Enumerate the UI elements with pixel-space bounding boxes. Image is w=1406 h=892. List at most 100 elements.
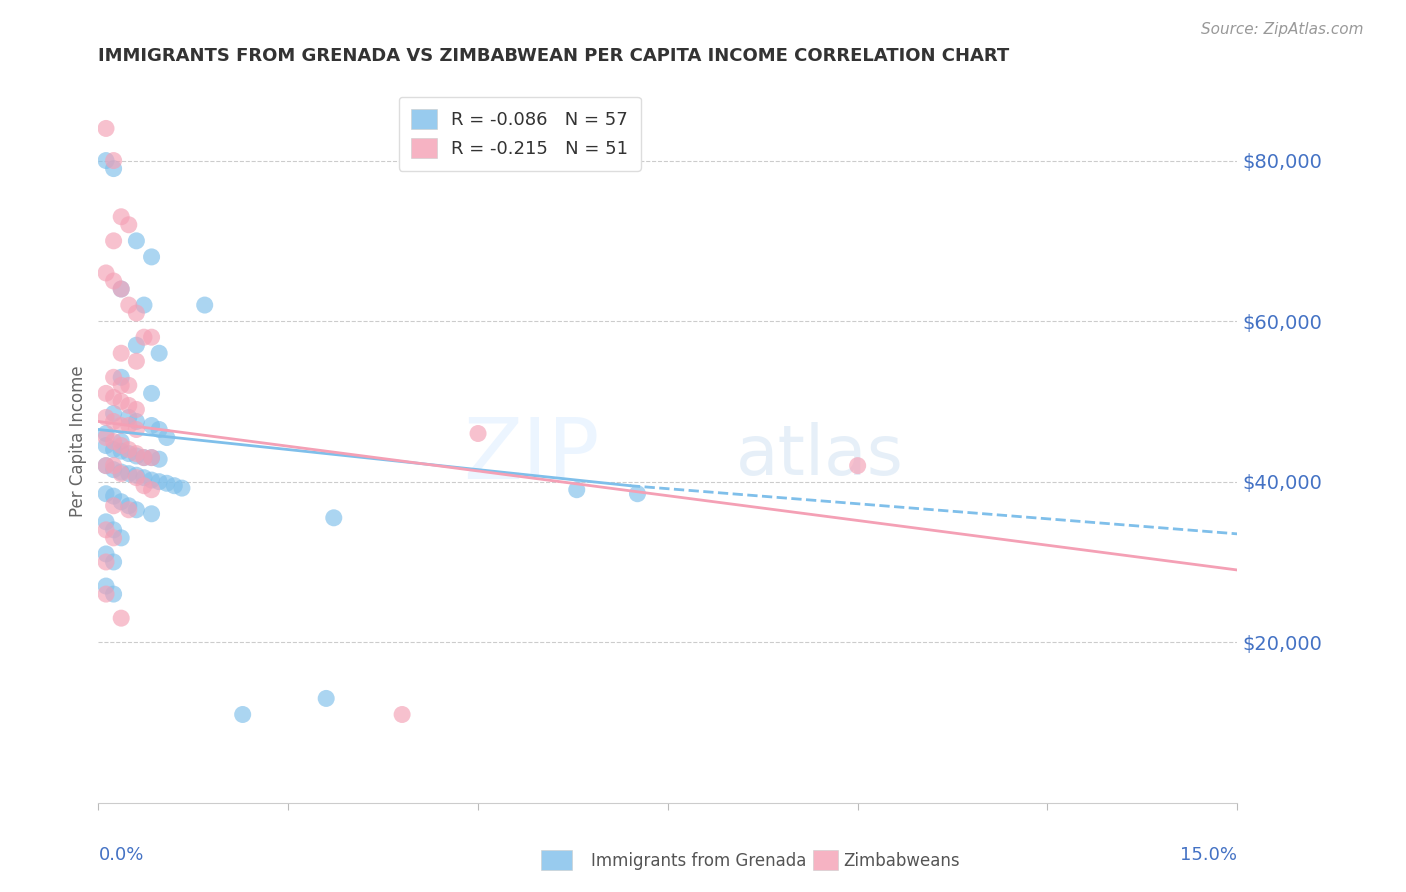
Point bbox=[110, 418, 132, 433]
Point bbox=[125, 449, 148, 463]
Point bbox=[846, 458, 869, 473]
Point bbox=[94, 426, 117, 441]
Y-axis label: Per Capita Income: Per Capita Income bbox=[69, 366, 87, 517]
Point bbox=[141, 473, 163, 487]
Point bbox=[118, 398, 141, 412]
Point bbox=[103, 587, 125, 601]
Point bbox=[125, 414, 148, 428]
Text: IMMIGRANTS FROM GRENADA VS ZIMBABWEAN PER CAPITA INCOME CORRELATION CHART: IMMIGRANTS FROM GRENADA VS ZIMBABWEAN PE… bbox=[98, 47, 1010, 65]
Point bbox=[103, 274, 125, 288]
Point bbox=[103, 499, 125, 513]
Point bbox=[565, 483, 588, 497]
Point bbox=[103, 531, 125, 545]
Point bbox=[194, 298, 217, 312]
Point bbox=[103, 406, 125, 420]
Point bbox=[103, 523, 125, 537]
Point bbox=[125, 422, 148, 436]
Point bbox=[156, 430, 179, 444]
Point bbox=[94, 579, 117, 593]
Point bbox=[322, 510, 344, 524]
Point bbox=[170, 481, 193, 495]
Point bbox=[94, 523, 117, 537]
Point bbox=[110, 438, 132, 452]
Point bbox=[110, 611, 132, 625]
Point bbox=[110, 494, 132, 508]
Point bbox=[94, 547, 117, 561]
Point bbox=[141, 418, 163, 433]
Point bbox=[125, 402, 148, 417]
Point bbox=[110, 346, 132, 360]
Point bbox=[391, 707, 413, 722]
Point bbox=[141, 250, 163, 264]
Point bbox=[118, 499, 141, 513]
Point bbox=[125, 234, 148, 248]
Point bbox=[110, 531, 132, 545]
Point bbox=[94, 410, 117, 425]
Point bbox=[94, 386, 117, 401]
Point bbox=[132, 330, 155, 344]
Point bbox=[110, 444, 132, 458]
Point bbox=[118, 218, 141, 232]
Point bbox=[110, 394, 132, 409]
Point bbox=[94, 153, 117, 168]
Point bbox=[141, 450, 163, 465]
Point bbox=[141, 450, 163, 465]
Point bbox=[94, 266, 117, 280]
Text: 15.0%: 15.0% bbox=[1180, 847, 1237, 864]
Point bbox=[103, 161, 125, 176]
Point bbox=[118, 378, 141, 392]
Point bbox=[232, 707, 254, 722]
Point bbox=[94, 458, 117, 473]
Text: 0.0%: 0.0% bbox=[98, 847, 143, 864]
Point bbox=[156, 476, 179, 491]
Text: atlas: atlas bbox=[737, 423, 904, 490]
Point bbox=[141, 507, 163, 521]
Point bbox=[125, 306, 148, 320]
Point bbox=[103, 458, 125, 473]
Point bbox=[103, 390, 125, 404]
Point bbox=[118, 410, 141, 425]
Point bbox=[118, 442, 141, 457]
Point bbox=[141, 330, 163, 344]
Point bbox=[110, 434, 132, 449]
Point bbox=[467, 426, 489, 441]
Point bbox=[94, 458, 117, 473]
Point bbox=[125, 338, 148, 352]
Point bbox=[141, 483, 163, 497]
Point bbox=[132, 450, 155, 465]
Point bbox=[103, 153, 125, 168]
Point bbox=[118, 446, 141, 460]
Point bbox=[110, 467, 132, 481]
Point bbox=[118, 418, 141, 433]
Point bbox=[103, 462, 125, 476]
Text: ZIP: ZIP bbox=[463, 415, 599, 498]
Point bbox=[141, 386, 163, 401]
Point bbox=[110, 210, 132, 224]
Point bbox=[94, 430, 117, 444]
Point bbox=[103, 555, 125, 569]
Point bbox=[626, 486, 648, 500]
Point bbox=[163, 478, 186, 492]
Point bbox=[103, 434, 125, 449]
Point bbox=[103, 414, 125, 428]
Point bbox=[132, 478, 155, 492]
Point bbox=[118, 502, 141, 516]
Text: Zimbabweans: Zimbabweans bbox=[844, 852, 960, 870]
Point bbox=[103, 234, 125, 248]
Text: Immigrants from Grenada: Immigrants from Grenada bbox=[591, 852, 806, 870]
Point bbox=[118, 298, 141, 312]
Point bbox=[110, 378, 132, 392]
Point bbox=[94, 438, 117, 452]
Point bbox=[132, 298, 155, 312]
Point bbox=[125, 354, 148, 368]
Point bbox=[315, 691, 337, 706]
Point bbox=[94, 555, 117, 569]
Point bbox=[94, 486, 117, 500]
Point bbox=[118, 467, 141, 481]
Point bbox=[125, 446, 148, 460]
Point bbox=[110, 282, 132, 296]
Point bbox=[132, 470, 155, 484]
Point bbox=[103, 442, 125, 457]
Legend: R = -0.086   N = 57, R = -0.215   N = 51: R = -0.086 N = 57, R = -0.215 N = 51 bbox=[399, 96, 641, 170]
Point bbox=[125, 502, 148, 516]
